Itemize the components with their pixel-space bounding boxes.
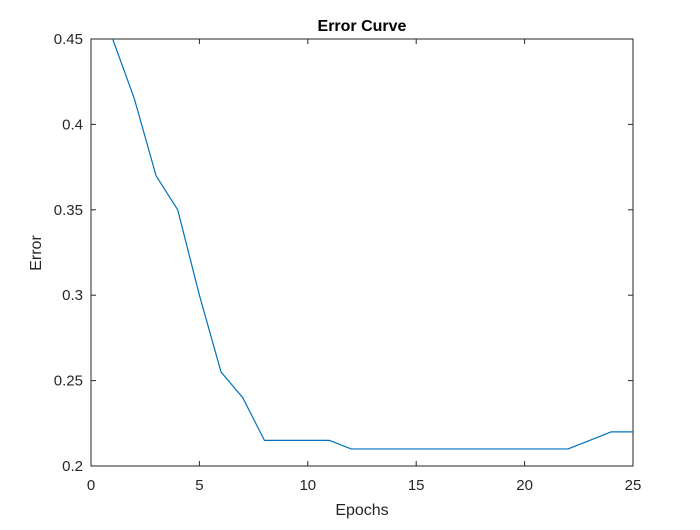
y-tick-label: 0.4 <box>62 116 83 133</box>
y-tick-label: 0.3 <box>62 287 83 304</box>
plot-area: 0 5 10 15 20 25 0.2 0.25 0.3 0.35 0.4 0.45 <box>54 31 642 494</box>
x-tick-label: 25 <box>625 477 642 494</box>
series-line <box>112 38 633 450</box>
x-tick-label: 10 <box>299 477 316 494</box>
y-tick-label: 0.25 <box>54 373 83 390</box>
y-tick-label: 0.2 <box>62 458 83 475</box>
chart-title: Error Curve <box>318 18 407 35</box>
y-tick-label: 0.35 <box>54 202 83 219</box>
x-tick-label: 15 <box>408 477 425 494</box>
x-tick-label: 0 <box>87 477 95 494</box>
y-tick-label: 0.45 <box>54 31 83 48</box>
y-axis-label: Error <box>28 235 45 271</box>
axes-box <box>90 38 634 467</box>
x-tick-label: 20 <box>516 477 533 494</box>
x-tick-label: 5 <box>195 477 203 494</box>
x-axis-label: Epochs <box>335 502 388 519</box>
